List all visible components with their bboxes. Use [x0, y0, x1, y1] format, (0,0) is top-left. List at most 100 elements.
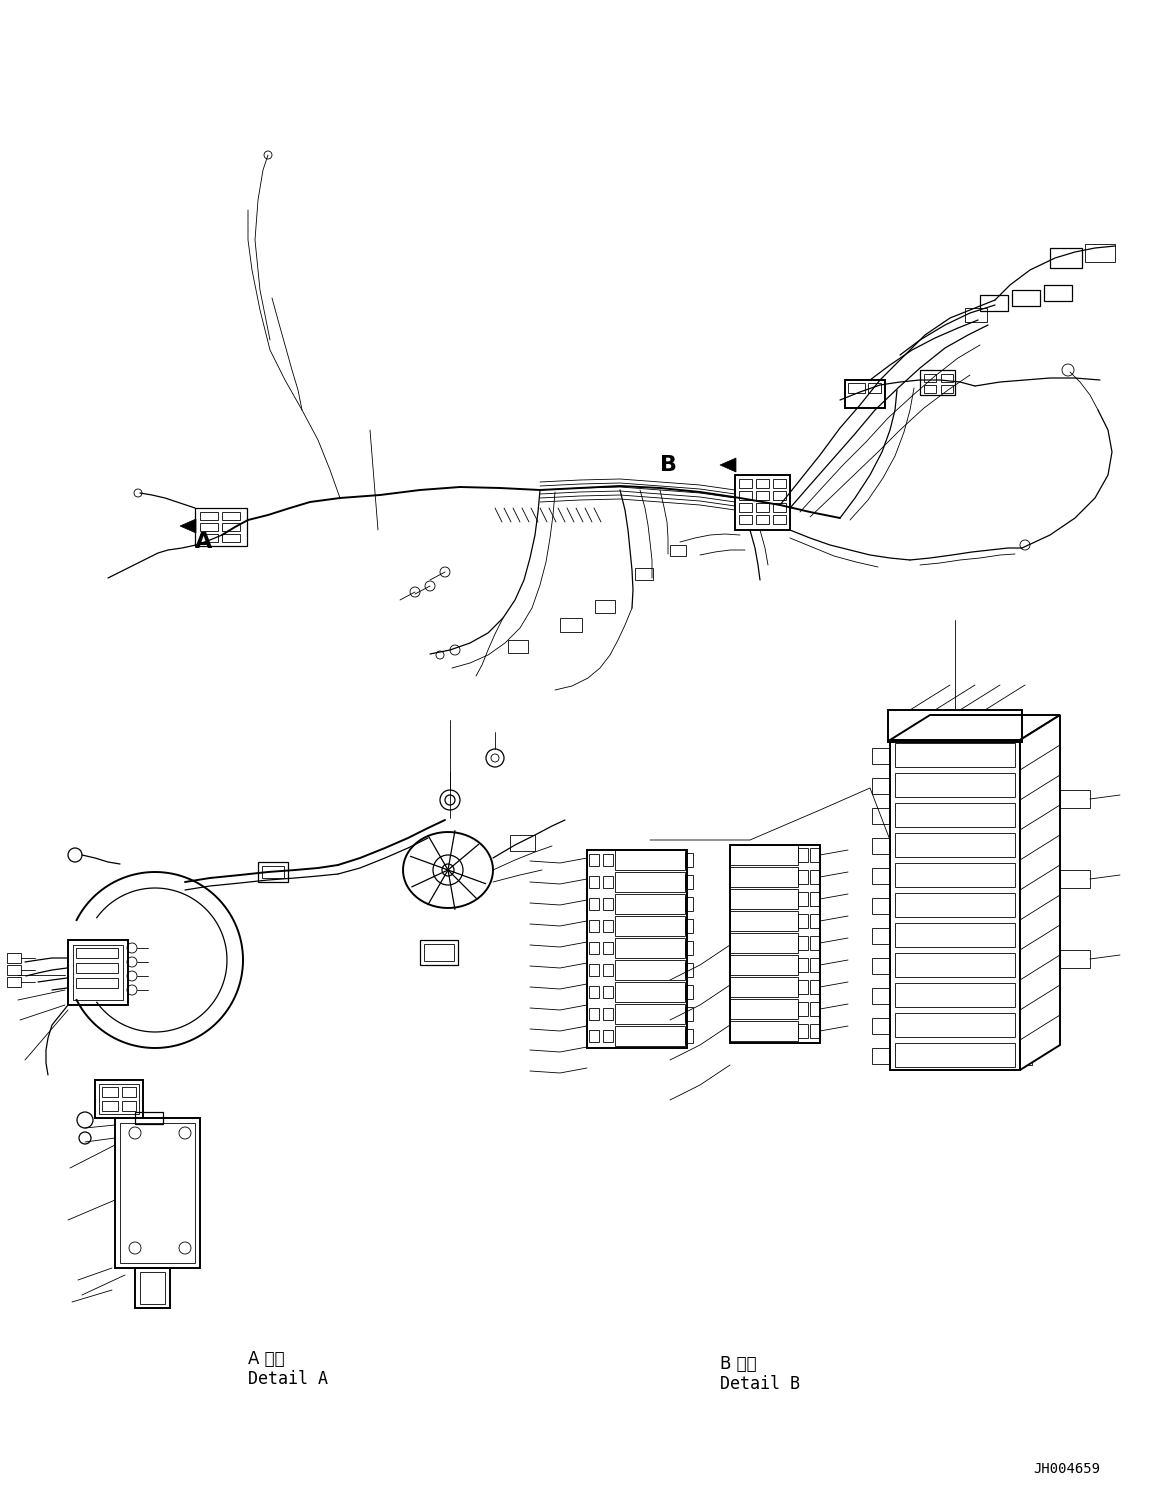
Bar	[200, 522, 217, 531]
Bar	[896, 923, 1015, 946]
Bar	[1020, 745, 1032, 765]
Bar	[615, 872, 685, 891]
Bar	[588, 1007, 599, 1019]
Bar	[615, 1027, 685, 1046]
Bar	[602, 964, 613, 976]
Bar	[195, 507, 247, 546]
Bar	[798, 958, 808, 972]
Bar	[588, 876, 599, 888]
Bar	[200, 512, 217, 519]
Bar	[872, 988, 890, 1004]
Bar	[846, 379, 885, 408]
Bar	[756, 479, 769, 488]
Bar	[773, 491, 786, 500]
Bar	[1059, 790, 1090, 808]
Bar	[1020, 985, 1032, 1004]
Bar	[896, 804, 1015, 827]
Bar	[896, 952, 1015, 978]
Bar	[798, 870, 808, 884]
Bar	[798, 981, 808, 994]
Bar	[739, 491, 752, 500]
Bar	[730, 998, 798, 1019]
Bar	[685, 985, 693, 998]
Bar	[739, 479, 752, 488]
Bar	[980, 295, 1008, 311]
Bar	[615, 960, 685, 981]
Bar	[809, 1001, 820, 1016]
Bar	[798, 1001, 808, 1016]
Bar	[588, 854, 599, 866]
Bar	[122, 1101, 136, 1112]
Bar	[872, 748, 890, 763]
Bar	[602, 897, 613, 911]
Bar	[923, 373, 936, 382]
Bar	[588, 920, 599, 931]
Bar	[798, 1024, 808, 1039]
Bar	[615, 894, 685, 914]
Bar	[685, 920, 693, 933]
Bar	[756, 491, 769, 500]
Text: B 詳細: B 詳細	[720, 1356, 757, 1373]
Bar	[730, 978, 798, 997]
Bar	[872, 897, 890, 914]
Bar	[588, 987, 599, 998]
Bar	[730, 888, 798, 909]
Bar	[7, 978, 21, 987]
Bar	[809, 891, 820, 906]
Bar	[965, 308, 987, 321]
Bar	[120, 1123, 195, 1263]
Bar	[889, 710, 1022, 743]
Bar	[561, 618, 582, 632]
Bar	[872, 838, 890, 854]
Bar	[685, 963, 693, 978]
Bar	[872, 778, 890, 795]
Text: Detail B: Detail B	[720, 1375, 800, 1393]
Bar	[635, 568, 652, 580]
Text: Detail A: Detail A	[248, 1370, 328, 1388]
Bar	[602, 987, 613, 998]
Bar	[773, 503, 786, 512]
Bar	[587, 850, 687, 1048]
Polygon shape	[720, 458, 736, 472]
Bar	[7, 966, 21, 975]
Bar	[896, 833, 1015, 857]
Bar	[730, 911, 798, 931]
Bar	[896, 772, 1015, 798]
Bar	[756, 503, 769, 512]
Bar	[685, 1007, 693, 1021]
Bar	[685, 1030, 693, 1043]
Bar	[135, 1112, 163, 1123]
Bar	[1020, 955, 1032, 975]
Bar	[896, 863, 1015, 887]
Bar	[222, 522, 240, 531]
Bar	[1050, 248, 1082, 268]
Bar	[615, 982, 685, 1001]
Bar	[76, 948, 117, 958]
Bar	[615, 850, 685, 870]
Bar	[941, 373, 952, 382]
Bar	[739, 515, 752, 524]
Bar	[420, 940, 458, 966]
Bar	[122, 1088, 136, 1097]
Bar	[872, 868, 890, 884]
Bar	[1012, 290, 1040, 307]
Bar	[809, 848, 820, 862]
Text: B: B	[659, 455, 677, 475]
Bar	[424, 943, 454, 961]
Bar	[511, 835, 535, 851]
Bar	[602, 942, 613, 954]
Text: A: A	[195, 533, 213, 552]
Bar	[1020, 865, 1032, 885]
Polygon shape	[180, 519, 197, 533]
Bar	[896, 1043, 1015, 1067]
Bar	[730, 845, 798, 865]
Bar	[798, 848, 808, 862]
Bar	[872, 929, 890, 943]
Bar	[588, 897, 599, 911]
Bar	[923, 385, 936, 393]
Bar	[809, 914, 820, 929]
Bar	[258, 862, 288, 882]
Bar	[809, 1024, 820, 1039]
Bar	[67, 940, 128, 1004]
Bar	[102, 1101, 117, 1112]
